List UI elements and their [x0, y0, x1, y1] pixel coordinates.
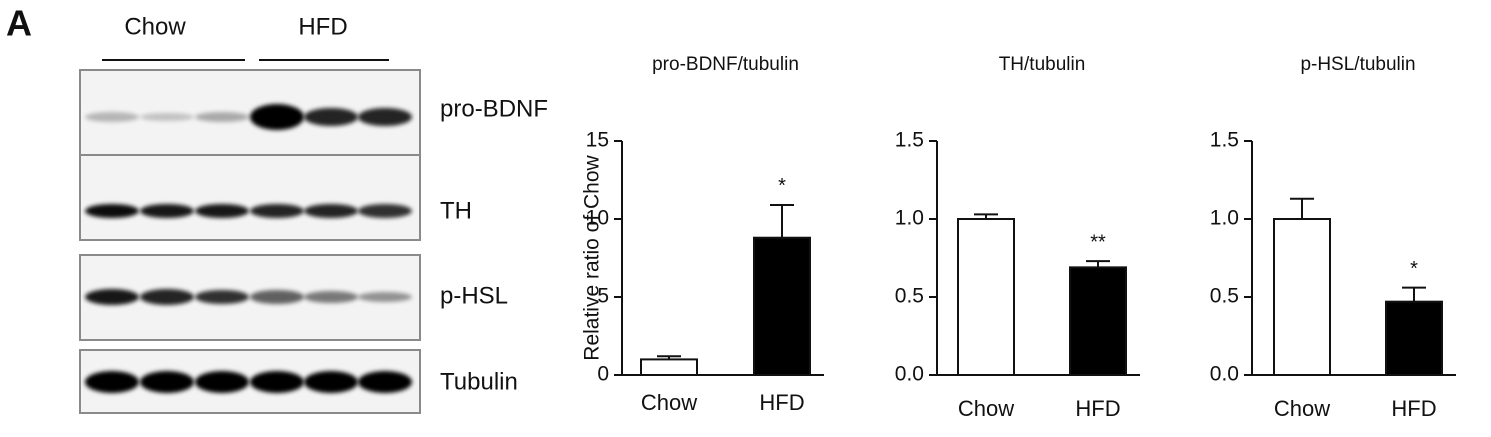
blot-band: [250, 104, 304, 130]
blot-band: [195, 204, 249, 218]
blot-band: [195, 290, 249, 304]
blot-band: [85, 204, 139, 218]
blot-band: [140, 289, 194, 305]
y-tick-label: 0.0: [895, 363, 924, 386]
blot-band: [85, 371, 139, 393]
blot-band: [358, 292, 412, 302]
y-tick-label: 1.5: [1210, 129, 1239, 152]
chart-title: p-HSL/tubulin: [1300, 54, 1415, 75]
blot-band: [250, 204, 304, 218]
y-tick-label: 5: [597, 285, 609, 308]
bar: [1069, 266, 1127, 376]
y-axis-label: Relative ratio of Chow: [581, 154, 604, 360]
bar: [753, 236, 811, 376]
chart-title: TH/tubulin: [999, 54, 1086, 75]
bar: [1385, 300, 1443, 376]
significance: *: [1410, 258, 1418, 280]
blot-band: [358, 108, 412, 126]
blot-band: [85, 289, 139, 305]
blot-row-label: TH: [440, 197, 472, 224]
blot: [79, 69, 421, 414]
chart-title: pro-BDNF/tubulin: [652, 54, 799, 75]
bar: [957, 218, 1015, 376]
blot-band: [304, 204, 358, 218]
blot-band: [304, 371, 358, 393]
y-tick-label: 0: [597, 363, 609, 386]
blot-row-label: pro-BDNF: [440, 95, 548, 122]
x-tick-label: HFD: [1075, 396, 1120, 421]
blot-row-label: Tubulin: [440, 368, 518, 395]
y-tick-label: 0.5: [1210, 285, 1239, 308]
blot-band: [304, 291, 358, 303]
blot-group-label: HFD: [298, 13, 347, 40]
blot-band: [195, 371, 249, 393]
blot-group-label: Chow: [124, 13, 186, 40]
blot-band: [140, 113, 194, 121]
x-tick-label: HFD: [1391, 396, 1436, 421]
y-tick-label: 15: [586, 129, 609, 152]
blot-band: [250, 290, 304, 304]
x-tick-label: Chow: [958, 396, 1014, 421]
y-tick-label: 10: [586, 207, 609, 230]
blot-band: [304, 108, 358, 126]
blot-band: [195, 112, 249, 122]
blot-band: [140, 204, 194, 218]
y-tick-label: 1.0: [1210, 207, 1239, 230]
y-tick-label: 1.5: [895, 129, 924, 152]
panel-label: A: [6, 3, 32, 44]
blot-row-label: p-HSL: [440, 282, 508, 309]
blot-band: [250, 371, 304, 393]
blot-band: [358, 371, 412, 393]
blot-panel: [79, 154, 421, 241]
x-tick-label: Chow: [641, 390, 697, 415]
y-tick-label: 0.5: [895, 285, 924, 308]
x-tick-label: HFD: [759, 390, 804, 415]
blot-band: [358, 204, 412, 218]
x-tick-label: Chow: [1274, 396, 1330, 421]
blot-band: [140, 371, 194, 393]
blot-band: [85, 112, 139, 122]
significance: *: [778, 175, 786, 197]
y-tick-label: 1.0: [895, 207, 924, 230]
bar: [640, 358, 698, 376]
bar: [1273, 218, 1331, 376]
y-tick-label: 0.0: [1210, 363, 1239, 386]
significance: **: [1090, 231, 1106, 253]
